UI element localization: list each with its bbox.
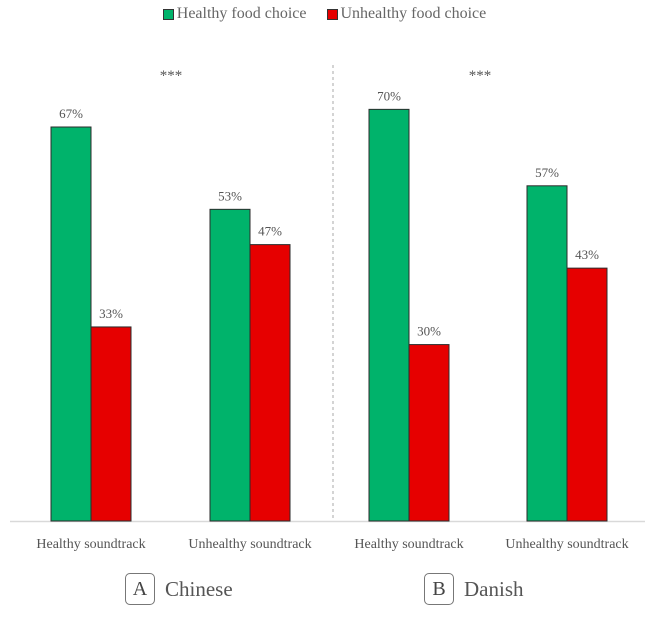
data-label: 70% bbox=[377, 88, 401, 103]
data-label: 47% bbox=[258, 224, 282, 239]
legend-item-unhealthy: Unhealthy food choice bbox=[326, 5, 487, 23]
legend-swatch-unhealthy bbox=[326, 8, 338, 20]
bar-unhealthy bbox=[90, 326, 132, 522]
bar-healthy bbox=[50, 126, 92, 522]
significance-marker: *** bbox=[160, 68, 183, 84]
panel-label-a: A Chinese bbox=[125, 573, 233, 605]
legend-label-healthy: Healthy food choice bbox=[176, 5, 307, 22]
category-label: Unhealthy soundtrack bbox=[188, 537, 311, 552]
bar-unhealthy bbox=[566, 267, 608, 522]
category-label: Healthy soundtrack bbox=[354, 537, 463, 552]
data-label: 67% bbox=[59, 106, 83, 121]
category-label: Healthy soundtrack bbox=[36, 537, 145, 552]
bar-healthy bbox=[368, 108, 410, 522]
panel-name-a: Chinese bbox=[165, 576, 233, 601]
significance-marker: *** bbox=[469, 68, 492, 84]
legend-swatch-healthy bbox=[162, 8, 174, 20]
legend: Healthy food choice Unhealthy food choic… bbox=[0, 5, 649, 25]
data-label: 30% bbox=[417, 324, 441, 339]
data-label: 43% bbox=[575, 247, 599, 262]
legend-label-unhealthy: Unhealthy food choice bbox=[340, 5, 487, 22]
panel-id-b: B bbox=[424, 573, 454, 605]
category-label: Unhealthy soundtrack bbox=[505, 537, 628, 552]
panel-name-b: Danish bbox=[464, 576, 524, 601]
data-label: 57% bbox=[535, 165, 559, 180]
panel-label-b: B Danish bbox=[424, 573, 524, 605]
bar-healthy bbox=[526, 185, 568, 522]
bar-unhealthy bbox=[249, 244, 291, 522]
bar-unhealthy bbox=[408, 344, 450, 522]
panel-id-a: A bbox=[125, 573, 155, 605]
bar-healthy bbox=[209, 208, 251, 522]
data-label: 33% bbox=[99, 306, 123, 321]
legend-item-healthy: Healthy food choice bbox=[162, 5, 307, 23]
data-label: 53% bbox=[218, 188, 242, 203]
